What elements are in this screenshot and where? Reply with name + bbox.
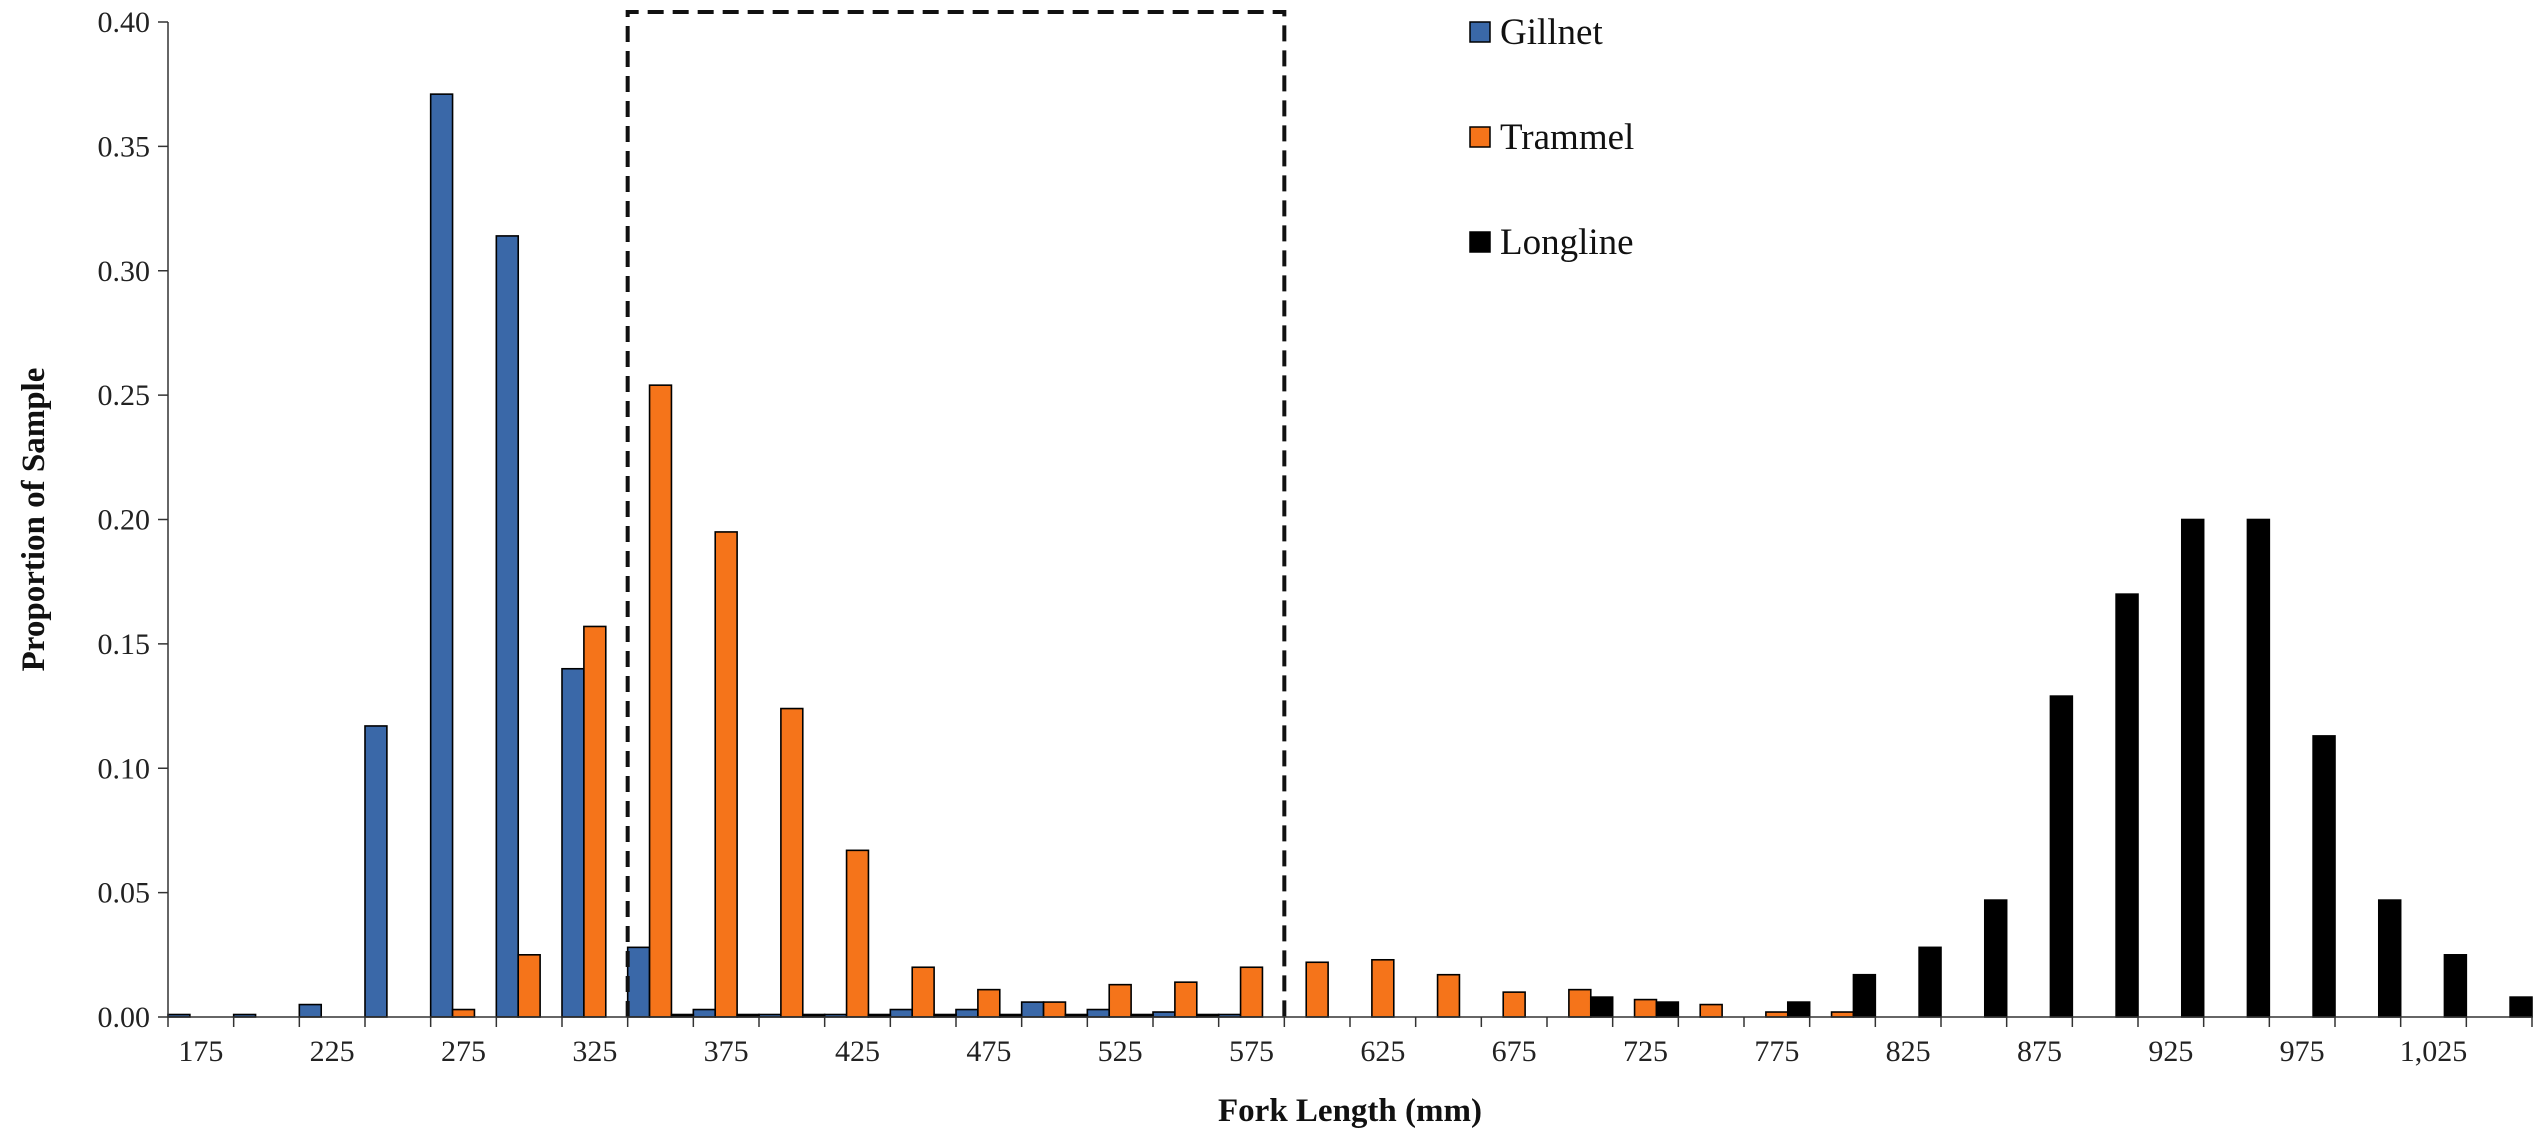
y-tick-label: 0.10 (98, 752, 151, 785)
x-tick-label: 825 (1886, 1035, 1931, 1068)
bar-trammel-375 (714, 531, 738, 1018)
bar-trammel-425 (845, 849, 870, 1018)
x-tick-label: 175 (178, 1035, 223, 1068)
bar-gillnet-450 (889, 1008, 914, 1018)
bars-layer (167, 93, 2533, 1018)
bar-longline-825 (1918, 946, 1942, 1018)
bar-gillnet-275 (429, 93, 454, 1018)
bar-longline-950 (2246, 518, 2271, 1018)
bar-longline-875 (2049, 695, 2074, 1018)
bar-longline-800 (1852, 973, 1877, 1018)
bar-trammel-725 (1633, 998, 1658, 1018)
x-tick-label: 575 (1229, 1035, 1274, 1068)
y-tick-label: 0.05 (98, 877, 151, 910)
bar-trammel-700 (1568, 988, 1592, 1018)
bar-trammel-450 (911, 966, 935, 1018)
bar-trammel-550 (1174, 981, 1198, 1018)
bar-trammel-600 (1305, 961, 1329, 1018)
bar-trammel-400 (780, 707, 804, 1018)
y-tick-label: 0.20 (98, 504, 151, 537)
bar-trammel-325 (583, 625, 607, 1018)
bar-gillnet-325 (561, 667, 585, 1018)
x-tick-label: 525 (1098, 1035, 1143, 1068)
y-tick-label: 0.35 (98, 130, 151, 163)
bar-longline-1000 (2377, 899, 2402, 1018)
dashed-highlight-box (625, 10, 1287, 1017)
bar-trammel-275 (451, 1008, 476, 1018)
bar-gillnet-525 (1086, 1008, 1111, 1018)
x-tick-label: 925 (2148, 1035, 2193, 1068)
legend-swatch-trammel (1469, 126, 1491, 148)
x-tick-label: 475 (966, 1035, 1011, 1068)
bar-longline-1025 (2443, 954, 2468, 1018)
x-tick-label: 1,025 (2400, 1035, 2468, 1068)
legend-label-gillnet: Gillnet (1500, 12, 1603, 53)
y-tick-label: 0.30 (98, 255, 151, 288)
y-axis-title: Proportion of Sample (16, 368, 52, 672)
y-tick-label: 0.40 (98, 6, 151, 39)
legend-label-longline: Longline (1500, 222, 1634, 263)
annotation-layer (625, 10, 1287, 1017)
legend-swatch-gillnet (1469, 21, 1491, 43)
x-axis-title: Fork Length (mm) (1218, 1093, 1482, 1129)
x-tick-label: 775 (1754, 1035, 1799, 1068)
bar-longline-850 (1983, 899, 2008, 1018)
legend-swatch-longline (1469, 231, 1491, 253)
bar-longline-700 (1589, 996, 1614, 1018)
bar-gillnet-250 (364, 725, 388, 1018)
bar-longline-725 (1655, 1001, 1680, 1018)
x-tick-label: 875 (2017, 1035, 2062, 1068)
bar-trammel-500 (1042, 1001, 1067, 1018)
y-tick-label: 0.15 (98, 628, 151, 661)
bar-gillnet-300 (495, 235, 520, 1018)
x-tick-label: 325 (572, 1035, 617, 1068)
bar-trammel-675 (1502, 991, 1526, 1018)
x-tick-label: 225 (310, 1035, 355, 1068)
y-tick-label: 0.25 (98, 379, 151, 412)
bar-longline-1050 (2509, 996, 2533, 1018)
bar-longline-975 (2312, 735, 2336, 1018)
bar-trammel-625 (1371, 958, 1395, 1018)
x-tick-label: 425 (835, 1035, 880, 1068)
bar-trammel-300 (517, 954, 541, 1018)
x-tick-label: 725 (1623, 1035, 1668, 1068)
x-tick-label: 375 (704, 1035, 749, 1068)
bar-longline-925 (2180, 518, 2205, 1018)
bar-gillnet-225 (298, 1003, 323, 1018)
bar-trammel-575 (1239, 966, 1264, 1018)
bar-trammel-350 (648, 384, 673, 1018)
x-tick-label: 625 (1360, 1035, 1405, 1068)
x-tick-label: 675 (1492, 1035, 1537, 1068)
bar-gillnet-500 (1020, 1001, 1045, 1018)
bar-trammel-525 (1108, 983, 1132, 1018)
bar-trammel-650 (1436, 973, 1461, 1018)
x-tick-label: 275 (441, 1035, 486, 1068)
bar-gillnet-350 (626, 946, 651, 1018)
bar-longline-775 (1786, 1001, 1811, 1018)
bar-gillnet-475 (955, 1008, 979, 1018)
y-tick-label: 0.00 (98, 1001, 151, 1034)
axes: 0.00 0.05 0.10 0.15 0.20 0.25 0.30 0.35 0.40 175 2… (98, 6, 2533, 1068)
bar-gillnet-375 (692, 1008, 717, 1018)
legend: Gillnet Trammel Longline (1469, 12, 1634, 263)
legend-label-trammel: Trammel (1500, 117, 1634, 158)
x-tick-label: 975 (2280, 1035, 2325, 1068)
bar-longline-900 (2115, 593, 2139, 1018)
bar-trammel-750 (1699, 1003, 1723, 1018)
bar-trammel-475 (977, 988, 1001, 1018)
